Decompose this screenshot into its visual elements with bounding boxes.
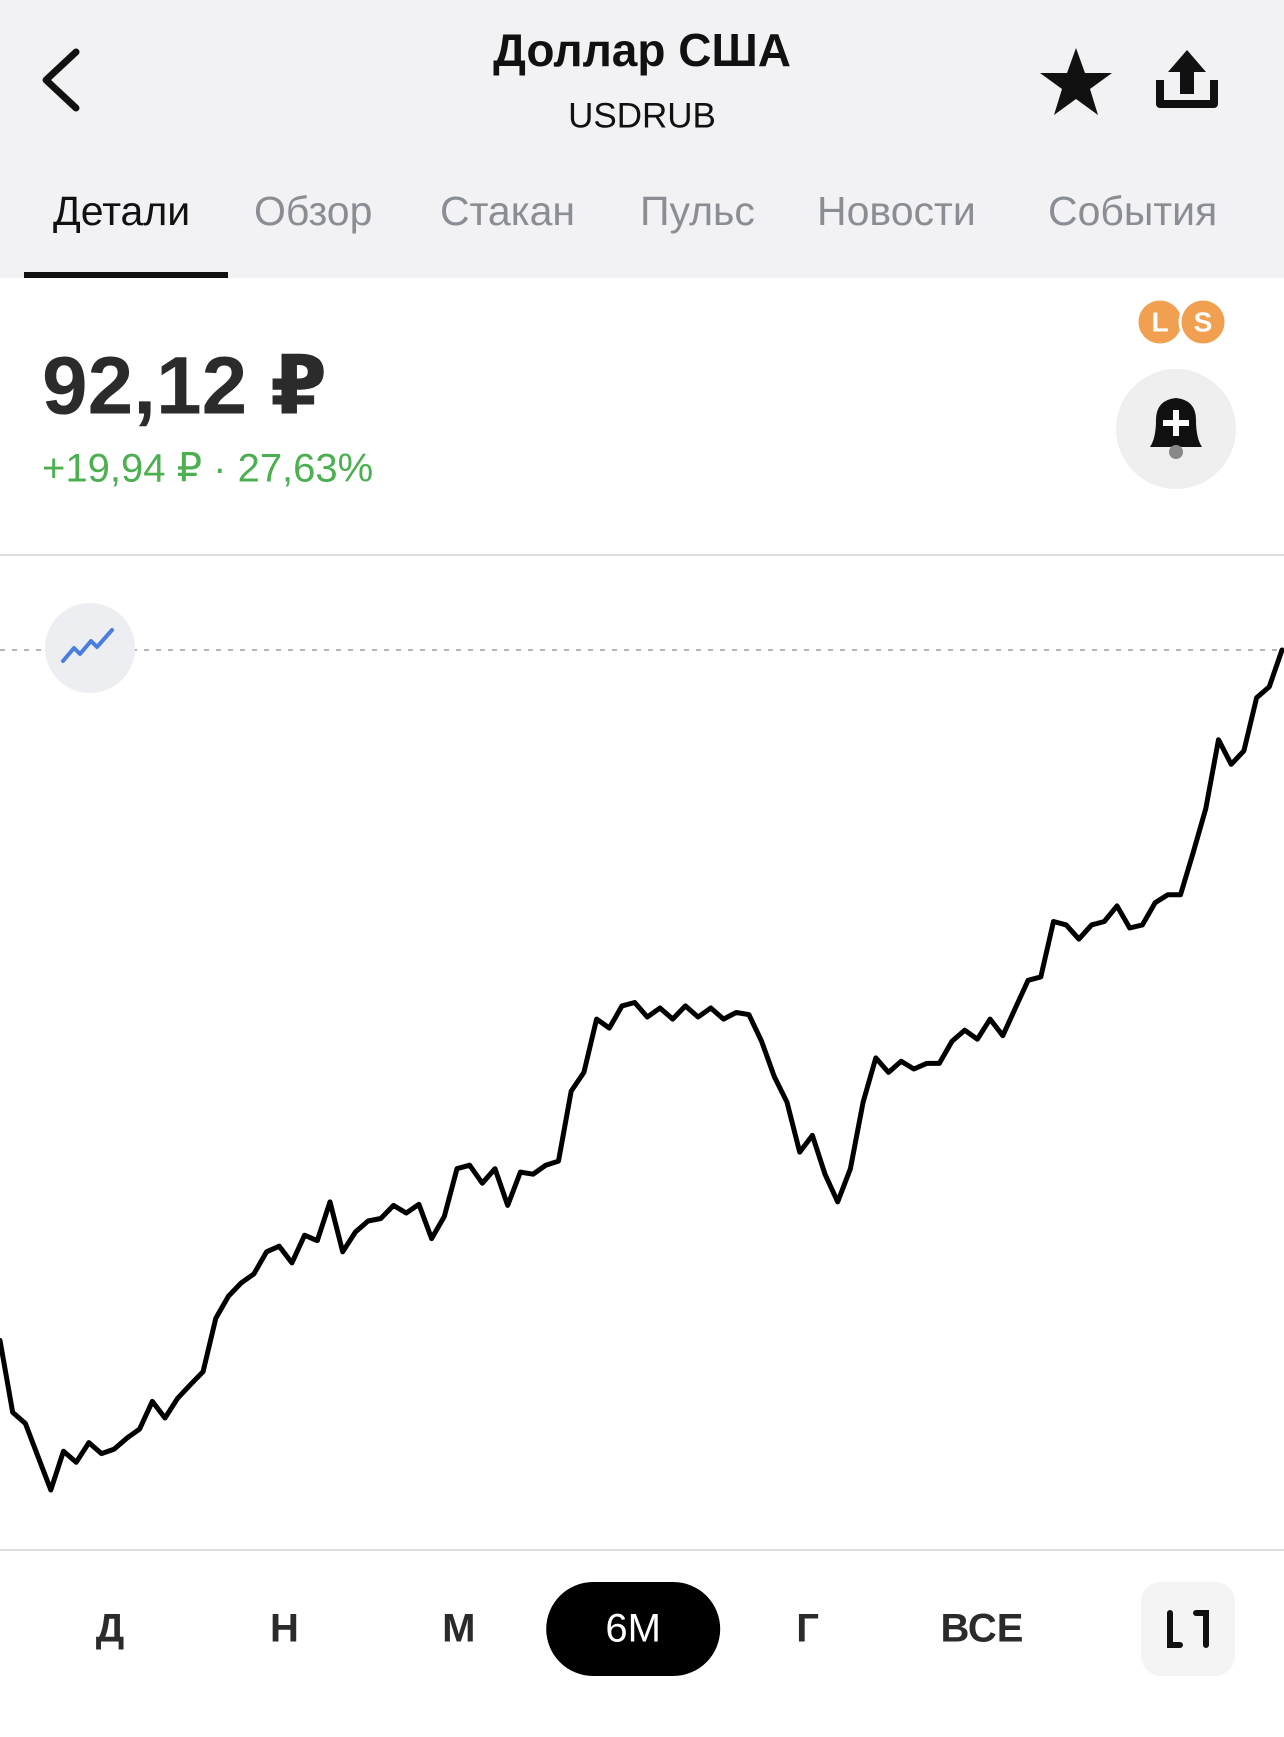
period-active-pill — [546, 1582, 721, 1676]
chart-type-icon — [61, 628, 114, 663]
header-background — [0, 0, 1284, 278]
title: Доллар США — [493, 24, 791, 76]
period-button[interactable]: Д — [96, 1607, 125, 1651]
period-button[interactable]: ВСЕ — [941, 1607, 1024, 1651]
tab[interactable]: Новости — [817, 188, 976, 234]
badge-label: S — [1194, 306, 1213, 337]
price-line — [0, 647, 1284, 1493]
fullscreen-icon — [1167, 1610, 1209, 1648]
tab[interactable]: Пульс — [640, 188, 755, 234]
badge — [1178, 297, 1228, 347]
back-button[interactable] — [42, 48, 80, 112]
share-button[interactable] — [1156, 50, 1218, 108]
period-button[interactable]: М — [442, 1607, 475, 1651]
fullscreen-button[interactable] — [1141, 1582, 1235, 1676]
period-button[interactable]: Г — [796, 1607, 819, 1651]
tab[interactable]: Стакан — [440, 188, 575, 234]
tab[interactable]: Детали — [53, 188, 190, 234]
price-change: +19,94 ₽ · 27,63% — [42, 447, 373, 491]
chart-type-button[interactable] — [45, 603, 135, 693]
ticker: USDRUB — [568, 96, 716, 135]
badge-label: L — [1151, 306, 1168, 337]
favorite-button[interactable] — [1040, 48, 1112, 115]
period-button[interactable]: 6М — [605, 1607, 661, 1651]
period-button[interactable]: Н — [270, 1607, 299, 1651]
active-tab-indicator — [24, 272, 228, 278]
alert-icon — [1150, 398, 1202, 459]
tab[interactable]: Обзор — [254, 188, 372, 234]
price: 92,12 ₽ — [42, 341, 327, 432]
tab[interactable]: События — [1048, 188, 1217, 234]
